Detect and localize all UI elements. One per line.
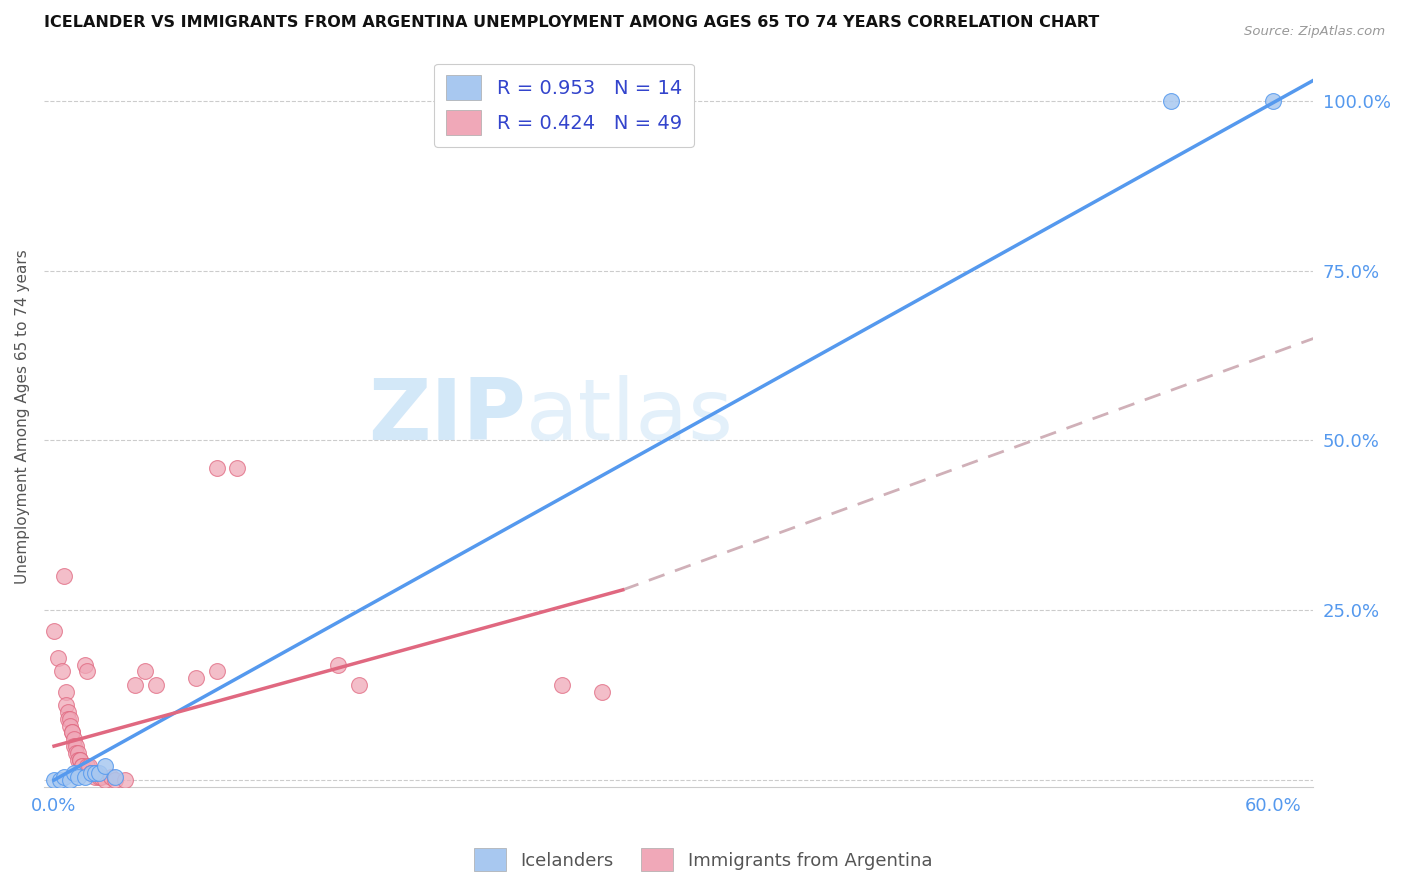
- Text: ICELANDER VS IMMIGRANTS FROM ARGENTINA UNEMPLOYMENT AMONG AGES 65 TO 74 YEARS CO: ICELANDER VS IMMIGRANTS FROM ARGENTINA U…: [44, 15, 1099, 30]
- Point: [42, 624, 65, 638]
- Point: [63, 732, 86, 747]
- Point: [49, 772, 72, 787]
- Point: [63, 766, 86, 780]
- Point: [77, 759, 100, 773]
- Point: [59, 719, 82, 733]
- Point: [76, 665, 98, 679]
- Point: [1261, 94, 1284, 108]
- Y-axis label: Unemployment Among Ages 65 to 74 years: Unemployment Among Ages 65 to 74 years: [15, 249, 30, 584]
- Point: [186, 671, 208, 685]
- Point: [59, 712, 82, 726]
- Point: [100, 770, 122, 784]
- Point: [67, 753, 90, 767]
- Point: [65, 739, 87, 753]
- Point: [60, 725, 83, 739]
- Point: [79, 766, 101, 780]
- Point: [83, 766, 105, 780]
- Point: [59, 772, 82, 787]
- Legend: R = 0.953   N = 14, R = 0.424   N = 49: R = 0.953 N = 14, R = 0.424 N = 49: [434, 63, 693, 146]
- Point: [83, 766, 105, 780]
- Text: atlas: atlas: [526, 376, 734, 458]
- Point: [87, 770, 110, 784]
- Point: [67, 746, 90, 760]
- Point: [79, 766, 101, 780]
- Point: [65, 746, 87, 760]
- Point: [79, 766, 101, 780]
- Point: [73, 657, 96, 672]
- Point: [76, 759, 98, 773]
- Point: [347, 678, 370, 692]
- Point: [205, 665, 228, 679]
- Point: [55, 698, 77, 713]
- Text: ZIP: ZIP: [368, 376, 526, 458]
- Point: [69, 753, 91, 767]
- Point: [72, 759, 94, 773]
- Point: [51, 665, 73, 679]
- Point: [94, 759, 117, 773]
- Point: [225, 460, 247, 475]
- Point: [83, 770, 105, 784]
- Point: [73, 770, 96, 784]
- Point: [94, 772, 117, 787]
- Point: [328, 657, 350, 672]
- Point: [134, 665, 156, 679]
- Point: [53, 569, 76, 583]
- Point: [87, 766, 110, 780]
- Point: [69, 753, 91, 767]
- Point: [551, 678, 574, 692]
- Point: [90, 770, 112, 784]
- Legend: Icelanders, Immigrants from Argentina: Icelanders, Immigrants from Argentina: [467, 841, 939, 879]
- Point: [104, 772, 127, 787]
- Point: [67, 770, 90, 784]
- Point: [53, 770, 76, 784]
- Point: [55, 684, 77, 698]
- Text: Source: ZipAtlas.com: Source: ZipAtlas.com: [1244, 25, 1385, 38]
- Point: [82, 766, 104, 780]
- Point: [72, 759, 94, 773]
- Point: [205, 460, 228, 475]
- Point: [124, 678, 146, 692]
- Point: [83, 766, 105, 780]
- Point: [63, 739, 86, 753]
- Point: [60, 725, 83, 739]
- Point: [42, 772, 65, 787]
- Point: [104, 770, 127, 784]
- Point: [1160, 94, 1182, 108]
- Point: [58, 705, 80, 719]
- Point: [145, 678, 167, 692]
- Point: [58, 712, 80, 726]
- Point: [591, 684, 613, 698]
- Point: [46, 650, 69, 665]
- Point: [114, 772, 136, 787]
